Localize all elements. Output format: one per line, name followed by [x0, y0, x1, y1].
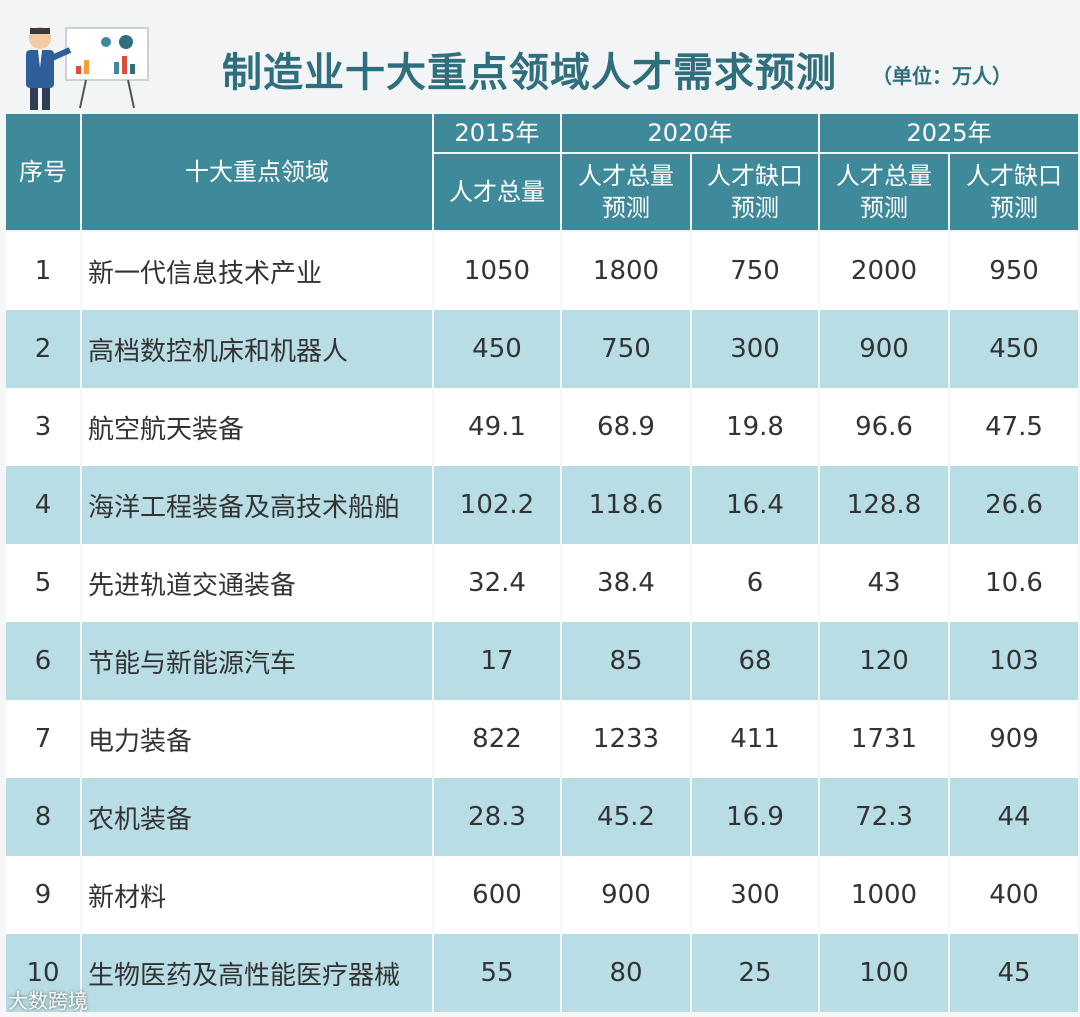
cell-field: 先进轨道交通装备: [80, 544, 434, 622]
cell-2020-gap: 19.8: [689, 388, 821, 466]
cell-index: 7: [4, 700, 82, 778]
cell-2025-total: 120: [818, 622, 951, 700]
cell-2020-total: 80: [560, 934, 692, 1012]
table-row: 5 先进轨道交通装备 32.4 38.4 6 43 10.6: [4, 544, 1080, 622]
table-body: 1 新一代信息技术产业 1050 1800 750 2000 950 2 高档数控机床和机器人 4…: [4, 231, 1080, 1012]
cell-2015-total: 17: [432, 622, 562, 700]
cell-2025-total: 100: [818, 934, 951, 1012]
cell-index: 3: [4, 388, 82, 466]
cell-2020-gap: 16.4: [689, 466, 821, 544]
cell-2025-gap: 47.5: [948, 388, 1080, 466]
table-row: 10 生物医药及高性能医疗器械 55 80 25 100 45: [4, 934, 1080, 1012]
cell-2020-total: 1233: [560, 700, 692, 778]
cell-field: 节能与新能源汽车: [80, 622, 434, 700]
cell-2025-gap: 909: [948, 700, 1080, 778]
cell-index: 6: [4, 622, 82, 700]
cell-2025-gap: 45: [948, 934, 1080, 1012]
cell-2020-total: 68.9: [560, 388, 692, 466]
sub-header-2020-gap: 人才缺口 预测: [689, 152, 821, 232]
cell-2015-total: 55: [432, 934, 562, 1012]
forecast-table: 序号 十大重点领域 2015年 2020年 2025年 人才总量 人才总量 预测…: [4, 112, 1080, 1012]
cell-2020-gap: 16.9: [689, 778, 821, 856]
cell-field: 航空航天装备: [80, 388, 434, 466]
cell-index: 8: [4, 778, 82, 856]
cell-field: 高档数控机床和机器人: [80, 310, 434, 388]
cell-2020-total: 118.6: [560, 466, 692, 544]
unit-label: （单位：万人）: [872, 64, 1012, 88]
cell-2020-total: 750: [560, 310, 692, 388]
cell-2025-gap: 400: [948, 856, 1080, 934]
cell-field: 电力装备: [80, 700, 434, 778]
sub-header-2025-total: 人才总量 预测: [818, 152, 951, 232]
cell-field: 生物医药及高性能医疗器械: [80, 934, 434, 1012]
cell-2025-total: 900: [818, 310, 951, 388]
header-row-years: 序号 十大重点领域 2015年 2020年 2025年: [4, 112, 1080, 232]
col-field-header: 十大重点领域: [80, 112, 434, 232]
year-header-2025: 2025年: [818, 112, 1080, 154]
cell-2025-gap: 450: [948, 310, 1080, 388]
cell-field: 新材料: [80, 856, 434, 934]
cell-2020-gap: 6: [689, 544, 821, 622]
cell-index: 2: [4, 310, 82, 388]
presenter-illustration: [26, 27, 149, 110]
cell-2025-gap: 950: [948, 231, 1080, 310]
cell-2020-gap: 411: [689, 700, 821, 778]
cell-2025-gap: 44: [948, 778, 1080, 856]
cell-index: 5: [4, 544, 82, 622]
cell-index: 1: [4, 231, 82, 310]
cell-2020-total: 45.2: [560, 778, 692, 856]
cell-2015-total: 600: [432, 856, 562, 934]
cell-2015-total: 49.1: [432, 388, 562, 466]
cell-2015-total: 102.2: [432, 466, 562, 544]
sub-header-2015-total: 人才总量: [432, 152, 562, 232]
cell-2015-total: 32.4: [432, 544, 562, 622]
sub-header-2020-total: 人才总量 预测: [560, 152, 692, 232]
cell-field: 新一代信息技术产业: [80, 231, 434, 310]
cell-2025-gap: 10.6: [948, 544, 1080, 622]
cell-2025-total: 72.3: [818, 778, 951, 856]
cell-2025-total: 43: [818, 544, 951, 622]
table-row: 4 海洋工程装备及高技术船舶 102.2 118.6 16.4 128.8 26.6: [4, 466, 1080, 544]
cell-2015-total: 1050: [432, 231, 562, 310]
cell-index: 9: [4, 856, 82, 934]
cell-2020-gap: 300: [689, 856, 821, 934]
cell-2020-total: 1800: [560, 231, 692, 310]
table-row: 7 电力装备 822 1233 411 1731 909: [4, 700, 1080, 778]
cell-2015-total: 28.3: [432, 778, 562, 856]
cell-2025-total: 96.6: [818, 388, 951, 466]
cell-index: 10: [4, 934, 82, 1012]
header: 制造业十大重点领域人才需求预测 （单位：万人）: [0, 0, 1080, 112]
year-header-2015: 2015年: [432, 112, 562, 154]
cell-2025-total: 1000: [818, 856, 951, 934]
cell-2025-gap: 26.6: [948, 466, 1080, 544]
cell-2025-total: 2000: [818, 231, 951, 310]
table-row: 2 高档数控机床和机器人 450 750 300 900 450: [4, 310, 1080, 388]
table-row: 9 新材料 600 900 300 1000 400: [4, 856, 1080, 934]
table-row: 8 农机装备 28.3 45.2 16.9 72.3 44: [4, 778, 1080, 856]
cell-2025-total: 128.8: [818, 466, 951, 544]
table-row: 6 节能与新能源汽车 17 85 68 120 103: [4, 622, 1080, 700]
header-row-metrics: 人才总量 人才总量 预测 人才缺口 预测 人才总量 预测 人才缺口 预测: [5, 152, 1080, 232]
cell-field: 海洋工程装备及高技术船舶: [80, 466, 434, 544]
cell-2020-total: 85: [560, 622, 692, 700]
cell-2015-total: 822: [432, 700, 562, 778]
cell-2015-total: 450: [432, 310, 562, 388]
page-title: 制造业十大重点领域人才需求预测: [222, 50, 837, 96]
table-row: 1 新一代信息技术产业 1050 1800 750 2000 950: [4, 231, 1080, 310]
cell-index: 4: [4, 466, 82, 544]
col-index-header: 序号: [4, 112, 82, 232]
sub-header-2025-gap: 人才缺口 预测: [948, 152, 1080, 232]
cell-field: 农机装备: [80, 778, 434, 856]
cell-2020-gap: 25: [689, 934, 821, 1012]
cell-2025-total: 1731: [818, 700, 951, 778]
watermark: 大数跨境: [8, 989, 88, 1013]
cell-2020-total: 38.4: [560, 544, 692, 622]
year-header-2020: 2020年: [559, 112, 821, 154]
cell-2025-gap: 103: [948, 622, 1080, 700]
table-row: 3 航空航天装备 49.1 68.9 19.8 96.6 47.5: [4, 388, 1080, 466]
cell-2020-gap: 300: [689, 310, 821, 388]
cell-2020-total: 900: [560, 856, 692, 934]
cell-2020-gap: 68: [689, 622, 821, 700]
cell-2020-gap: 750: [689, 231, 821, 310]
